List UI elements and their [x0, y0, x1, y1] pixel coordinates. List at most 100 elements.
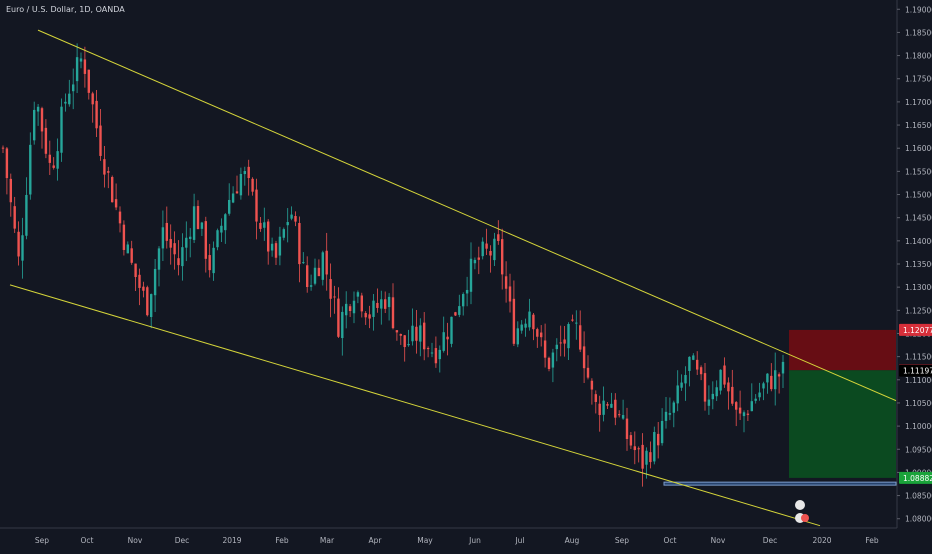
candle-body — [520, 324, 523, 331]
candle-body — [79, 58, 83, 62]
candle-body — [742, 412, 746, 417]
candle-body — [446, 336, 449, 340]
candle-body — [641, 444, 644, 469]
time-axis-label: Oct — [81, 536, 94, 545]
price-axis-label: 1.13000 — [905, 283, 932, 292]
candle-body — [454, 312, 457, 316]
event-flag-icon — [801, 514, 809, 522]
candle-body — [309, 285, 313, 287]
candle-body — [688, 356, 691, 371]
candle-body — [477, 257, 480, 260]
candle-body — [216, 230, 219, 248]
candle-body — [719, 369, 722, 391]
price-axis-label: 1.18500 — [905, 28, 932, 37]
price-label-box — [899, 364, 932, 377]
candle-body — [703, 373, 707, 402]
candle-body — [274, 243, 278, 258]
candle-body — [337, 298, 340, 337]
candle-body — [774, 370, 777, 390]
candle-body — [473, 259, 477, 264]
candle-body — [56, 151, 59, 169]
candle-body — [345, 303, 348, 316]
price-axis-label: 1.17500 — [905, 75, 932, 84]
candle-body — [118, 211, 122, 224]
price-axis-label: 1.15000 — [905, 191, 932, 200]
time-axis-label: Feb — [275, 536, 289, 545]
candle-body — [746, 413, 750, 415]
candle-body — [243, 171, 246, 175]
candle-body — [606, 404, 609, 406]
candle-body — [501, 239, 504, 275]
time-axis-label: 2020 — [812, 536, 831, 545]
candle-body — [711, 393, 714, 400]
candle-body — [540, 332, 543, 338]
price-axis-label: 1.11500 — [905, 353, 932, 362]
candle-body — [555, 344, 558, 350]
candle-body — [497, 234, 500, 241]
price-label-box — [899, 323, 932, 336]
lower-trendline — [9, 284, 821, 527]
candle-body — [766, 373, 769, 383]
price-axis-label: 1.19000 — [905, 5, 932, 14]
candle-body — [376, 302, 379, 308]
price-axis-label: 1.10500 — [905, 399, 932, 408]
candle-body — [735, 402, 738, 410]
candle-body — [5, 148, 9, 179]
candle-body — [13, 206, 16, 229]
candle-body — [255, 189, 258, 222]
candle-body — [657, 433, 660, 446]
time-axis-label: Nov — [711, 536, 726, 545]
candle-body — [423, 322, 426, 350]
candle-body — [33, 109, 36, 141]
candle-body — [157, 248, 161, 270]
stop-loss-zone — [789, 329, 896, 371]
candle-body — [352, 300, 356, 314]
candle-body — [750, 401, 753, 412]
candle-body — [64, 101, 67, 104]
candle-body — [528, 311, 531, 328]
candle-body — [504, 276, 508, 289]
candle-body — [91, 93, 94, 105]
time-axis-label: Jun — [468, 536, 481, 545]
candle-body — [586, 367, 590, 378]
candle-body — [247, 166, 250, 179]
candle-body — [317, 267, 321, 277]
candle-body — [146, 287, 149, 316]
candle-body — [52, 165, 55, 168]
candle-body — [235, 191, 239, 194]
candle-body — [263, 222, 266, 228]
candle-body — [282, 229, 285, 238]
candle-body — [649, 452, 652, 463]
candle-body — [450, 316, 453, 344]
candle-body — [621, 415, 625, 419]
candle-body — [625, 418, 629, 440]
candle-body — [95, 100, 98, 129]
candle-body — [399, 334, 402, 336]
time-axis-label: 2019 — [222, 536, 241, 545]
candle-body — [438, 349, 441, 360]
candle-body — [68, 93, 71, 105]
take-profit-zone — [789, 370, 896, 478]
candle-body — [707, 399, 711, 406]
candle-body — [465, 289, 469, 294]
candle-body — [680, 382, 683, 388]
candle-body — [17, 231, 20, 257]
candle-body — [134, 263, 137, 278]
candle-body — [645, 450, 648, 465]
candle-body — [384, 299, 387, 309]
candle-body — [590, 380, 594, 390]
price-axis-label: 1.08500 — [905, 492, 932, 501]
time-axis-label: Oct — [664, 536, 677, 545]
candle-body — [9, 178, 12, 203]
candle-body — [103, 159, 106, 175]
price-axis-label: 1.12500 — [905, 306, 932, 315]
candle-body — [185, 237, 188, 248]
candle-body — [122, 224, 126, 250]
candle-body — [532, 314, 535, 330]
candle-body — [75, 57, 79, 82]
candle-body — [387, 296, 391, 308]
price-axis-label: 1.09500 — [905, 445, 932, 454]
candle-body — [575, 322, 578, 324]
